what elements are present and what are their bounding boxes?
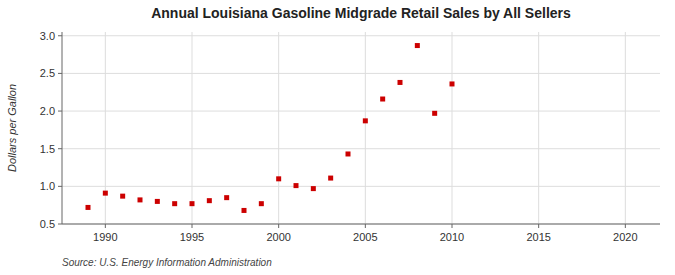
- chart-container: Annual Louisiana Gasoline Midgrade Retai…: [0, 0, 675, 275]
- point: [450, 81, 455, 86]
- x-grid-line: [538, 32, 539, 224]
- x-tick-label: 2010: [440, 231, 464, 243]
- point: [276, 176, 281, 181]
- y-grid-line: [62, 224, 660, 225]
- chart-svg: Annual Louisiana Gasoline Midgrade Retai…: [0, 0, 675, 275]
- point: [86, 205, 91, 210]
- y-tick-label: 1.0: [40, 180, 55, 192]
- point: [242, 208, 247, 213]
- point: [120, 194, 125, 199]
- x-tick-label: 2020: [613, 231, 637, 243]
- x-tick-label: 1995: [180, 231, 204, 243]
- point: [346, 151, 351, 156]
- y-tick: [58, 148, 62, 149]
- y-grid-line: [62, 148, 660, 149]
- y-tick-label: 2.0: [40, 105, 55, 117]
- grid: [62, 32, 660, 224]
- x-grid-line: [278, 32, 279, 224]
- x-tick: [452, 224, 453, 228]
- point: [172, 201, 177, 206]
- x-tick-label: 2000: [266, 231, 290, 243]
- y-tick: [58, 35, 62, 36]
- y-grid-line: [62, 73, 660, 74]
- point: [380, 97, 385, 102]
- x-tick: [365, 224, 366, 228]
- x-tick-label: 1990: [93, 231, 117, 243]
- source-note: Source: U.S. Energy Information Administ…: [62, 257, 272, 268]
- point: [155, 199, 160, 204]
- x-grid-line: [625, 32, 626, 224]
- axes: 0.5 1.0 1.5 2.0 2.5 3.0 1990 1995 2000 2005 2010 20…: [40, 30, 660, 243]
- y-grid-line: [62, 186, 660, 187]
- y-grid-line: [62, 35, 660, 36]
- y-tick: [58, 111, 62, 112]
- y-tick-label: 3.0: [40, 30, 55, 42]
- point: [432, 111, 437, 116]
- x-tick-label: 2015: [526, 231, 550, 243]
- x-tick: [625, 224, 626, 228]
- x-grid-line: [192, 32, 193, 224]
- y-tick: [58, 73, 62, 74]
- point: [190, 201, 195, 206]
- x-tick-label: 2005: [353, 231, 377, 243]
- point: [398, 80, 403, 85]
- y-axis-label: Dollars per Gallon: [6, 84, 18, 172]
- x-grid-line: [452, 32, 453, 224]
- y-tick: [58, 186, 62, 187]
- y-tick-label: 0.5: [40, 218, 55, 230]
- x-tick: [278, 224, 279, 228]
- point: [294, 183, 299, 188]
- point: [328, 176, 333, 181]
- point: [415, 43, 420, 48]
- point: [103, 191, 108, 196]
- point: [311, 186, 316, 191]
- point: [363, 118, 368, 123]
- y-tick-label: 2.5: [40, 67, 55, 79]
- x-tick: [538, 224, 539, 228]
- point: [207, 198, 212, 203]
- point: [138, 197, 143, 202]
- y-tick: [58, 224, 62, 225]
- points: [86, 43, 455, 213]
- point: [259, 201, 264, 206]
- y-axis-line: [62, 32, 63, 224]
- x-tick: [105, 224, 106, 228]
- y-grid-line: [62, 111, 660, 112]
- x-axis-line: [62, 224, 660, 225]
- point: [224, 195, 229, 200]
- x-tick: [192, 224, 193, 228]
- y-tick-label: 1.5: [40, 143, 55, 155]
- title: Annual Louisiana Gasoline Midgrade Retai…: [151, 5, 571, 21]
- x-grid-line: [365, 32, 366, 224]
